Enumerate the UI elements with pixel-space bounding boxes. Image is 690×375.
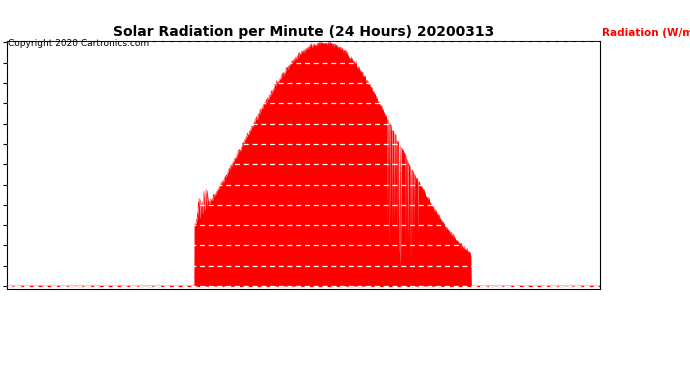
Title: Solar Radiation per Minute (24 Hours) 20200313: Solar Radiation per Minute (24 Hours) 20… — [113, 25, 494, 39]
Text: Copyright 2020 Cartronics.com: Copyright 2020 Cartronics.com — [8, 39, 150, 48]
Text: Radiation (W/m2): Radiation (W/m2) — [602, 28, 690, 38]
